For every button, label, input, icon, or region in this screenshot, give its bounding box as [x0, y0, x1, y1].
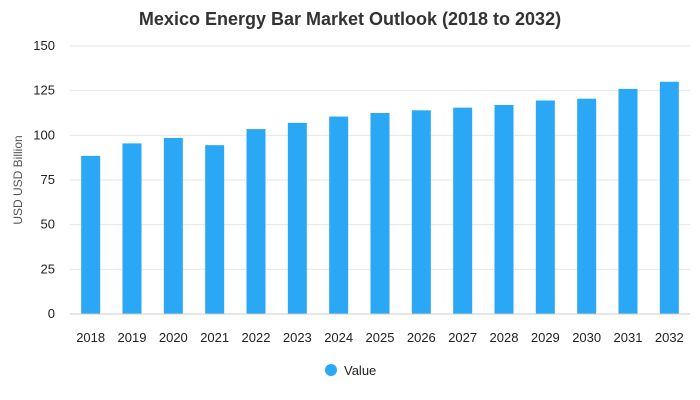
legend-marker: [325, 364, 337, 376]
x-tick-label: 2018: [76, 330, 105, 345]
y-tick-label: 0: [48, 306, 55, 321]
x-tick-label: 2032: [655, 330, 684, 345]
bar-2022[interactable]: [246, 129, 266, 314]
bar-2020[interactable]: [163, 138, 183, 314]
x-axis-ticks: 2018 2019 2020 2021 2022 2023 2024 2025 2026 2027…: [76, 330, 684, 345]
y-tick-label: 50: [41, 217, 55, 232]
legend-label: Value: [344, 363, 376, 378]
chart-title: Mexico Energy Bar Market Outlook (2018 t…: [139, 9, 561, 29]
bar-2027[interactable]: [453, 107, 473, 314]
legend[interactable]: Value: [325, 363, 376, 378]
y-tick-label: 100: [33, 127, 55, 142]
x-tick-label: 2030: [572, 330, 601, 345]
x-tick-label: 2027: [448, 330, 477, 345]
x-tick-label: 2028: [490, 330, 519, 345]
bars: [81, 81, 679, 315]
x-tick-label: 2021: [200, 330, 229, 345]
y-tick-label: 150: [33, 38, 55, 53]
y-axis-label: USD USD Billion: [11, 135, 25, 224]
bar-2026[interactable]: [411, 110, 431, 314]
bar-2030[interactable]: [577, 98, 597, 314]
y-axis-ticks: 0 25 50 75 100 125 150: [33, 38, 55, 321]
bar-2021[interactable]: [205, 145, 225, 314]
x-tick-label: 2024: [324, 330, 353, 345]
bar-2019[interactable]: [122, 143, 142, 314]
y-tick-label: 25: [41, 261, 55, 276]
x-tick-label: 2029: [531, 330, 560, 345]
x-tick-label: 2019: [118, 330, 147, 345]
bar-2032[interactable]: [659, 81, 679, 314]
y-tick-label: 125: [33, 83, 55, 98]
bar-2031[interactable]: [618, 88, 638, 314]
bar-2029[interactable]: [535, 100, 555, 314]
y-tick-label: 75: [41, 172, 55, 187]
x-tick-label: 2025: [366, 330, 395, 345]
bar-2028[interactable]: [494, 104, 514, 315]
x-tick-label: 2022: [242, 330, 271, 345]
x-tick-label: 2031: [614, 330, 643, 345]
x-tick-label: 2026: [407, 330, 436, 345]
bar-2023[interactable]: [287, 122, 307, 315]
bar-2024[interactable]: [329, 116, 349, 314]
x-tick-label: 2023: [283, 330, 312, 345]
x-tick-label: 2020: [159, 330, 188, 345]
bar-2025[interactable]: [370, 113, 390, 314]
bar-2018[interactable]: [81, 155, 101, 314]
